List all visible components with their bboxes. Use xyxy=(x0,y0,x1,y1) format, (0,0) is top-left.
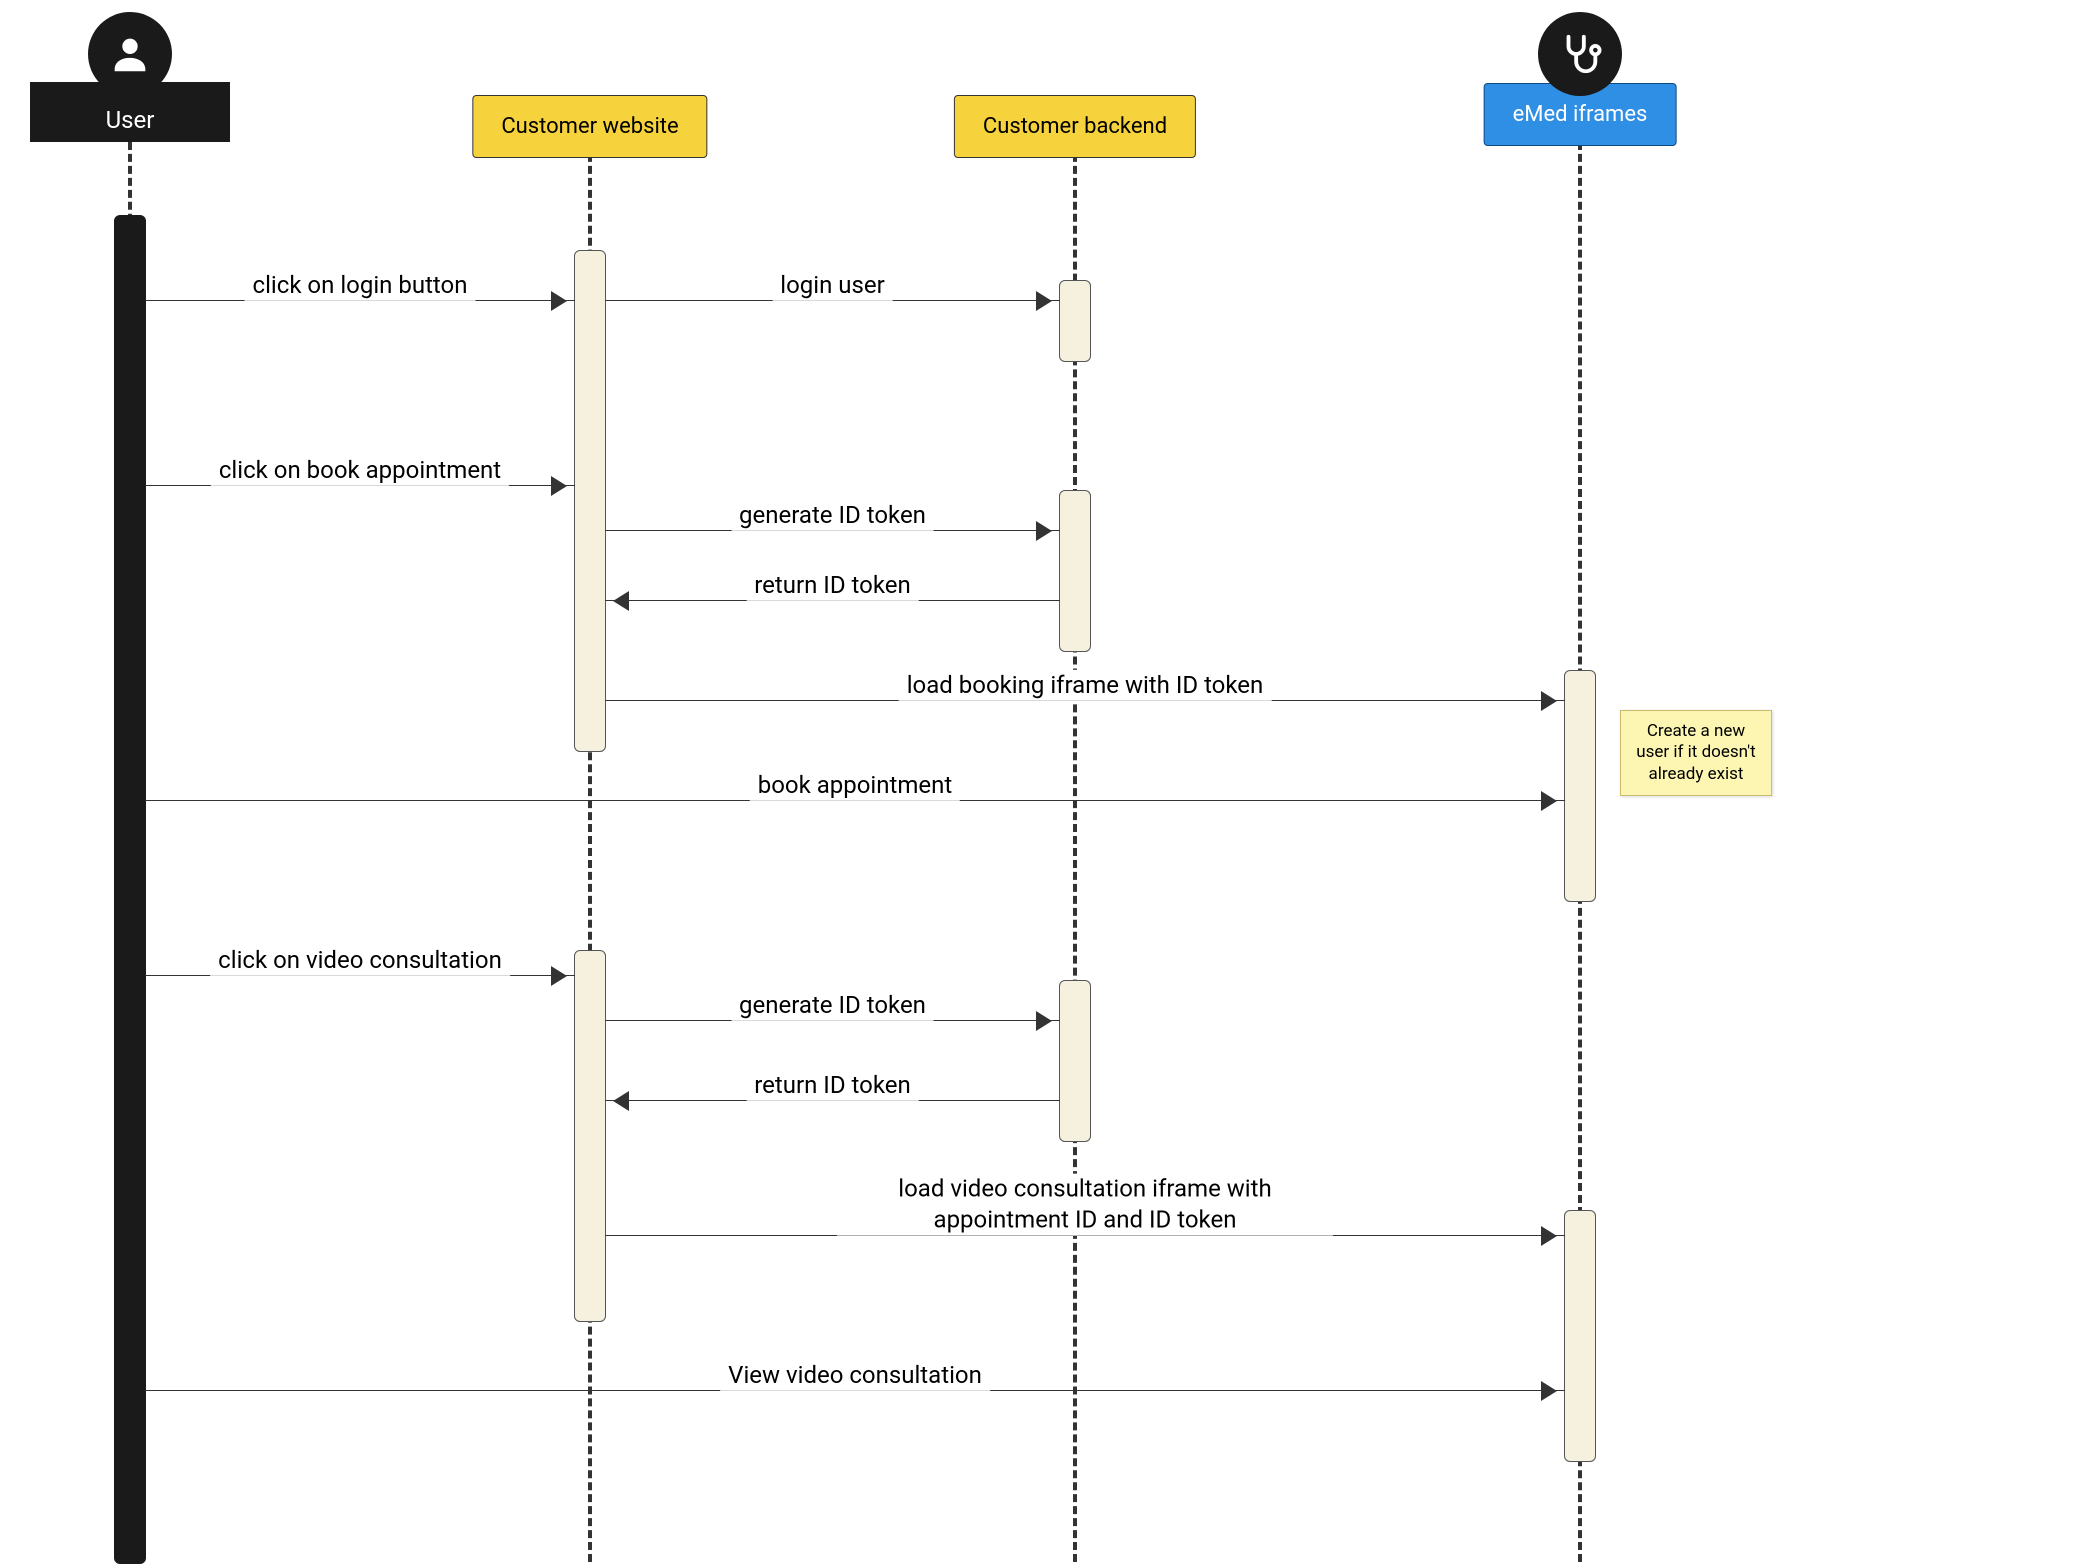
stethoscope-icon xyxy=(1538,12,1622,96)
activation-cb-2 xyxy=(1059,280,1091,362)
participant-label: Customer backend xyxy=(983,114,1167,139)
message-11: View video consultation xyxy=(145,1390,1565,1391)
message-label: load booking iframe with ID token xyxy=(899,670,1272,701)
message-0: click on login button xyxy=(145,300,575,301)
message-label: return ID token xyxy=(746,1070,919,1101)
message-2: click on book appointment xyxy=(145,485,575,486)
activation-cb-6 xyxy=(1059,980,1091,1142)
activation-cb-3 xyxy=(1059,490,1091,652)
activation-emed-7 xyxy=(1564,1210,1596,1462)
activation-emed-4 xyxy=(1564,670,1596,902)
sequence-diagram: User Customer website Customer backend eMed… xyxy=(0,0,2086,1562)
message-label: generate ID token xyxy=(731,500,934,531)
message-7: click on video consultation xyxy=(145,975,575,976)
activation-cw-5 xyxy=(574,950,606,1322)
activation-cw-1 xyxy=(574,250,606,752)
note-0: Create a new user if it doesn't already … xyxy=(1620,710,1772,796)
participant-label: eMed iframes xyxy=(1513,102,1648,127)
message-label: click on video consultation xyxy=(210,945,510,976)
participant-cw: Customer website xyxy=(472,95,707,158)
message-4: return ID token xyxy=(605,600,1060,601)
message-label: load video consultation iframe with appo… xyxy=(837,1174,1333,1236)
message-10: load video consultation iframe with appo… xyxy=(605,1235,1565,1236)
activation-user-0 xyxy=(114,215,146,1564)
message-5: load booking iframe with ID token xyxy=(605,700,1565,701)
message-label: click on login button xyxy=(245,270,476,301)
message-label: generate ID token xyxy=(731,990,934,1021)
message-label: View video consultation xyxy=(720,1360,990,1391)
message-label: book appointment xyxy=(750,770,960,801)
participant-user: User xyxy=(30,12,230,142)
message-label: click on book appointment xyxy=(211,455,509,486)
participant-cb: Customer backend xyxy=(954,95,1196,158)
message-label: login user xyxy=(772,270,893,301)
message-1: login user xyxy=(605,300,1060,301)
message-8: generate ID token xyxy=(605,1020,1060,1021)
message-9: return ID token xyxy=(605,1100,1060,1101)
message-label: return ID token xyxy=(746,570,919,601)
message-3: generate ID token xyxy=(605,530,1060,531)
participant-label: Customer website xyxy=(501,114,678,139)
message-6: book appointment xyxy=(145,800,1565,801)
participant-label: User xyxy=(30,82,230,142)
